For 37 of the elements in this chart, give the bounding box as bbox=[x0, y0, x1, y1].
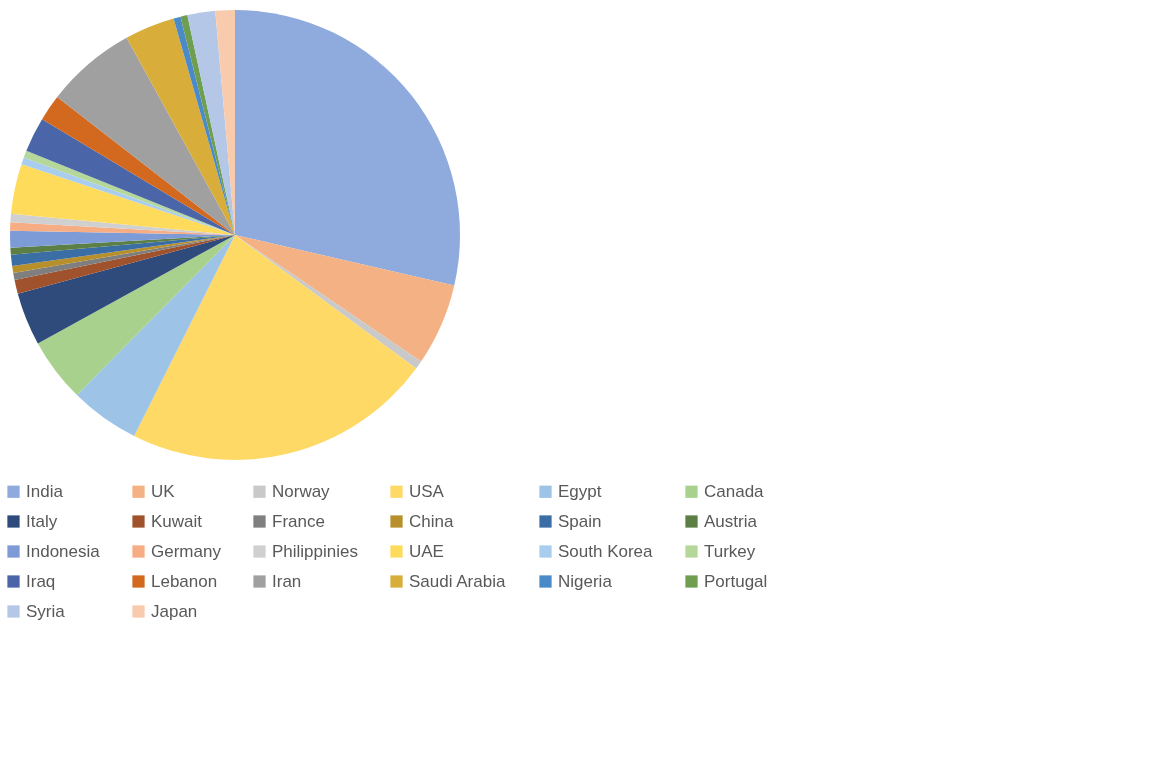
legend-label: Nigeria bbox=[558, 571, 613, 591]
legend-label: Turkey bbox=[704, 541, 756, 561]
legend-label: France bbox=[272, 511, 325, 531]
legend-label: Egypt bbox=[558, 481, 602, 501]
pie-slice bbox=[134, 235, 417, 460]
legend-label: Saudi Arabia bbox=[409, 571, 506, 591]
legend-label: Iraq bbox=[26, 571, 56, 591]
legend-label: Kuwait bbox=[151, 511, 203, 531]
pie-slice bbox=[57, 37, 235, 235]
legend-label: Japan bbox=[151, 601, 198, 621]
legend-label: Germany bbox=[151, 541, 222, 561]
legend-label: UAE bbox=[409, 541, 444, 561]
legend-label: Italy bbox=[26, 511, 58, 531]
legend-label: Norway bbox=[272, 481, 331, 501]
pie-slice bbox=[17, 235, 235, 344]
legend-label: Indonesia bbox=[26, 541, 101, 561]
pie-slice bbox=[235, 235, 455, 362]
legend-label: Canada bbox=[704, 481, 765, 501]
pie-slice bbox=[126, 18, 235, 235]
legend-label: Austria bbox=[704, 511, 758, 531]
legend-label: South Korea bbox=[558, 541, 654, 561]
pie-slice bbox=[42, 97, 235, 235]
legend-label: UK bbox=[151, 481, 176, 501]
legend-label: USA bbox=[409, 481, 445, 501]
legend-label: Lebanon bbox=[151, 571, 218, 591]
pie-slice bbox=[12, 235, 235, 273]
legend-label: Spain bbox=[558, 511, 602, 531]
legend-label: India bbox=[26, 481, 64, 501]
legend-label: Philippinies bbox=[272, 541, 358, 561]
pie-slice bbox=[235, 10, 460, 286]
legend-label: Iran bbox=[272, 571, 302, 591]
legend-label: Syria bbox=[26, 601, 66, 621]
pie-slice bbox=[76, 235, 235, 437]
pie-slice bbox=[26, 119, 235, 235]
pie-slice bbox=[37, 235, 235, 396]
legend-label: Portugal bbox=[704, 571, 768, 591]
legend-label: China bbox=[409, 511, 454, 531]
